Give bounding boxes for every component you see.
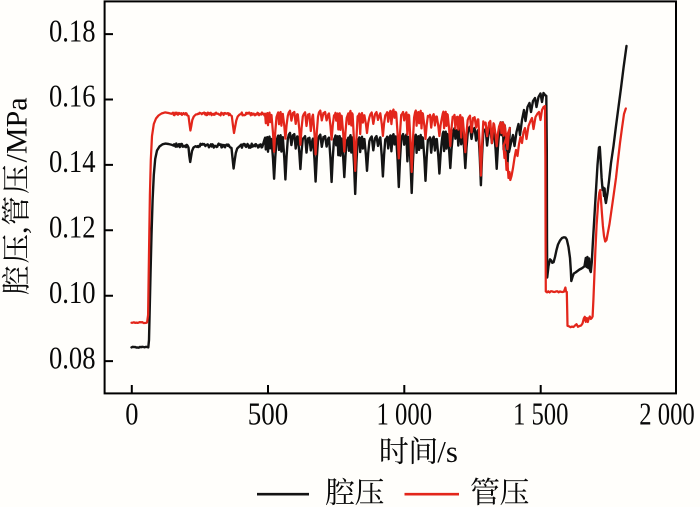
svg-text:0.18: 0.18 — [49, 12, 96, 48]
svg-text:500: 500 — [248, 396, 289, 432]
svg-text:0.12: 0.12 — [49, 209, 96, 245]
svg-text:,: , — [1, 227, 34, 235]
svg-text:0.14: 0.14 — [49, 143, 96, 179]
svg-text:0: 0 — [125, 396, 138, 432]
svg-text:2 000: 2 000 — [639, 396, 695, 432]
svg-text:0.10: 0.10 — [49, 274, 96, 310]
svg-text:/MPa: /MPa — [1, 97, 34, 162]
svg-text:0.16: 0.16 — [49, 78, 96, 114]
svg-text:/s: /s — [437, 434, 458, 469]
svg-text:0.08: 0.08 — [49, 339, 96, 375]
svg-text:1 500: 1 500 — [513, 396, 569, 432]
svg-text:1 000: 1 000 — [377, 396, 433, 432]
